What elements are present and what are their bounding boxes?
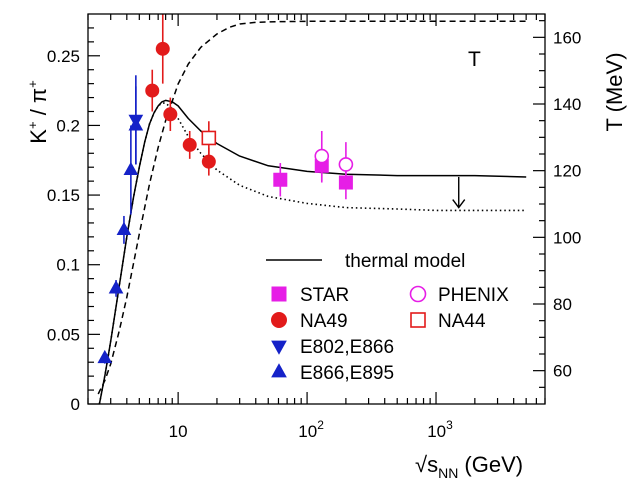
x-tick-label: 103 (427, 418, 453, 441)
na49-point (145, 83, 160, 98)
legend-e802-e866-marker (271, 340, 287, 355)
legend-na49-marker (271, 312, 287, 328)
y2-tick-label: 160 (553, 28, 581, 47)
legend-phenix-marker (409, 285, 427, 303)
legend: thermal model STAR PHENIX NA49 NA44 E802,E86… (266, 251, 509, 384)
na44-point (201, 130, 217, 146)
y2-axis-title: T (MeV) (602, 52, 627, 131)
phenix-point (314, 148, 330, 164)
y2-tick-label: 80 (553, 295, 572, 314)
y-tick-label: 0 (71, 395, 80, 414)
legend-thermal-model-label: thermal model (345, 251, 465, 272)
y-tick-label: 0.1 (56, 256, 80, 275)
legend-na44-marker (410, 312, 426, 328)
e866-e895-point (108, 280, 124, 294)
y-tick-label: 0.05 (47, 325, 80, 344)
x-axis-title: √sNN (GeV) (415, 452, 523, 481)
e866-e895-point (128, 117, 144, 131)
legend-na49-label: NA49 (300, 311, 348, 332)
na49-point (155, 41, 170, 56)
x-tick-label-exponent: 2 (317, 418, 324, 432)
x-tick-label: 102 (298, 418, 324, 441)
y2-tick-label: 100 (553, 228, 581, 247)
y-axis-title: K+ / π+ (25, 80, 51, 143)
star-point (273, 172, 288, 187)
phenix-point (338, 157, 354, 172)
y2-tick-label: 140 (553, 95, 581, 114)
legend-star-marker (271, 286, 287, 302)
legend-star-label: STAR (300, 285, 349, 306)
arrow-head (452, 199, 466, 209)
y-tick-label: 0.15 (47, 186, 80, 205)
na49-point (201, 154, 216, 169)
x-tick-label-exponent: 3 (446, 418, 453, 432)
x-tick-label: 10 (169, 422, 188, 441)
e866-e895-point (116, 221, 132, 235)
legend-e866-e895-label: E866,E895 (300, 363, 394, 384)
y-tick-label: 0.25 (47, 47, 80, 66)
y2-tick-label: 60 (553, 362, 572, 381)
data-points-layer (97, 14, 354, 364)
legend-na44-label: NA44 (438, 311, 486, 332)
y-tick-label: 0.2 (56, 116, 80, 135)
temperature-curve-label: T (468, 48, 481, 71)
curve-t-dashed (97, 20, 527, 395)
na49-point (163, 107, 178, 122)
legend-e866-e895-marker (271, 363, 287, 378)
y2-tick-label: 120 (553, 162, 581, 181)
legend-phenix-label: PHENIX (438, 285, 509, 306)
legend-e802-e866-label: E802,E866 (300, 337, 394, 358)
e866-e895-point (97, 349, 113, 364)
e866-e895-point (123, 161, 139, 176)
na49-point (182, 137, 197, 152)
